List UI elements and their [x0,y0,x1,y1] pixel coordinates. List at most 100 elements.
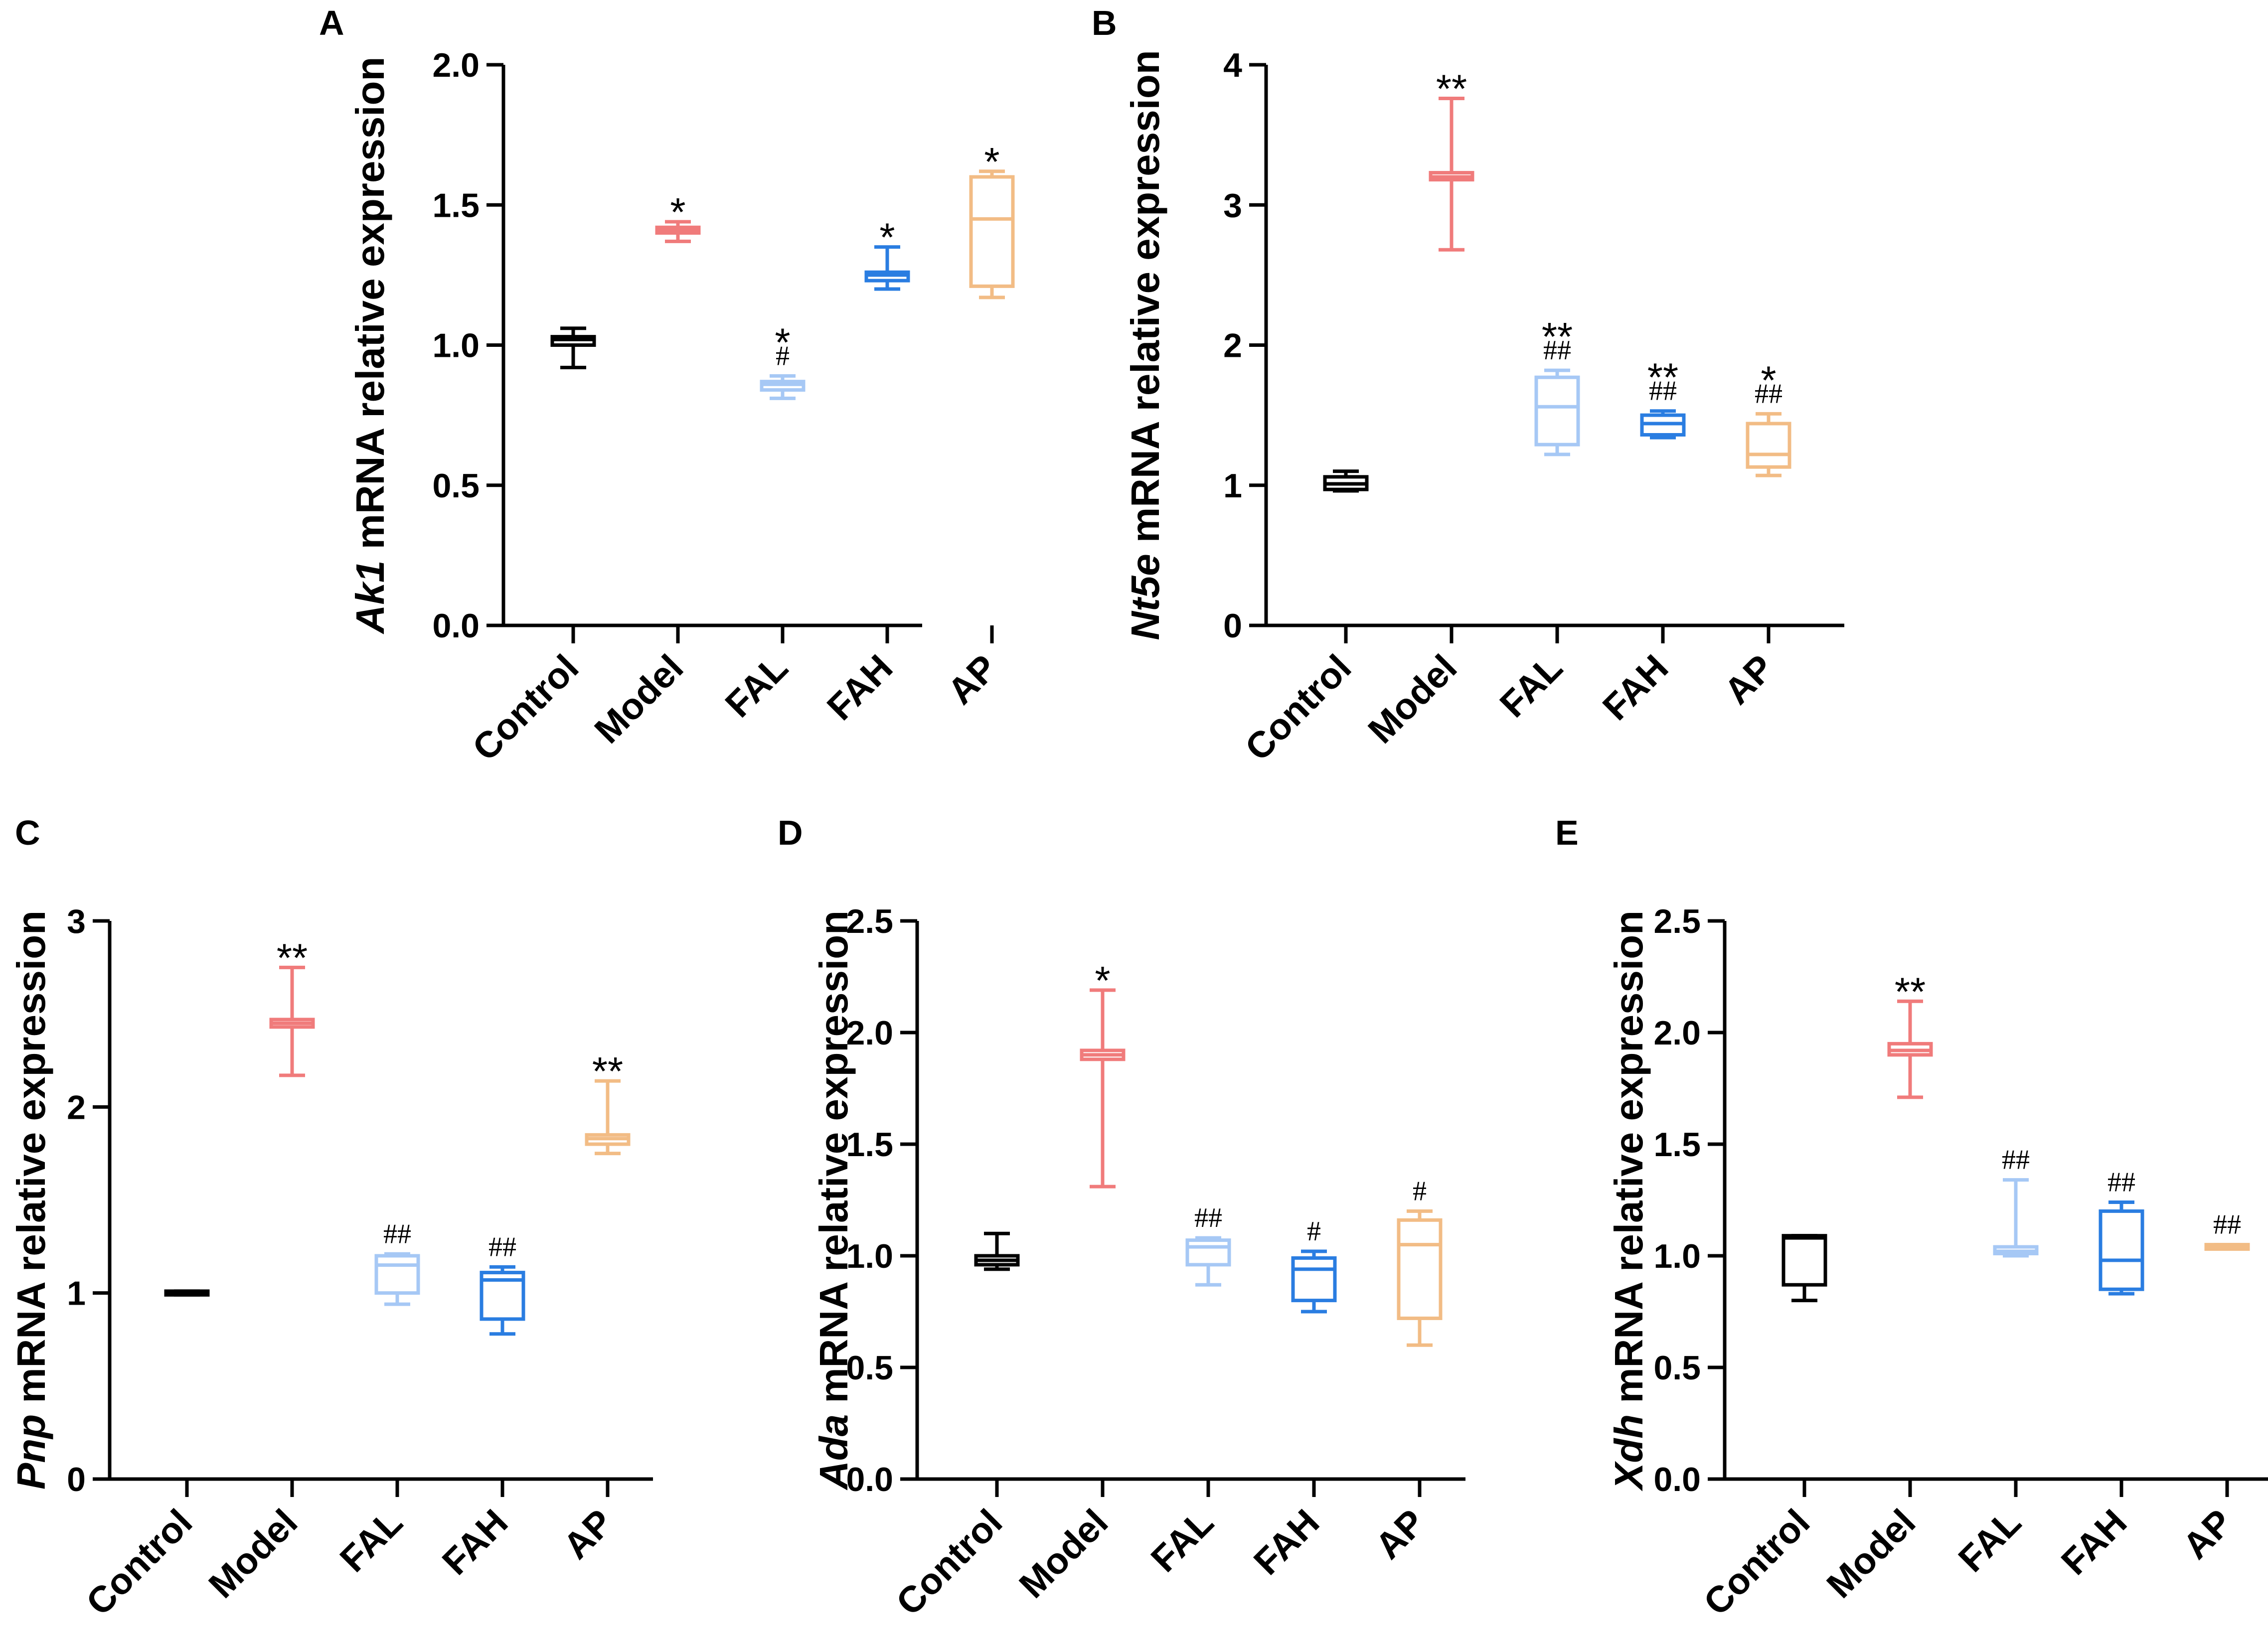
x-tick-label-model: Model [200,1501,305,1606]
box-fah: ## [2099,1167,2144,1296]
box-fah: # [1291,1216,1337,1314]
x-tick-label-fal: FAL [717,647,796,726]
y-axis-label-rest: mRNA relative expression [9,910,53,1414]
box-fal: ##** [1534,314,1580,456]
sig-hash: ## [2213,1209,2241,1240]
x-tick-label-model: Model [586,647,691,751]
panel-letter: C [15,813,40,852]
x-tick-label-ap: AP [940,647,1005,712]
x-tick-label-fah: FAH [434,1501,515,1583]
sig-star: ** [277,935,308,980]
panel-letter: B [1092,3,1117,42]
x-tick-label-control: Control [465,647,587,769]
box-iqr [1746,422,1791,469]
x-tick-label-fah: FAH [819,647,900,728]
box-iqr [374,1254,420,1295]
y-tick-label: 1.5 [432,186,480,224]
box-iqr [1291,1256,1337,1303]
sig-hash: # [1413,1176,1427,1206]
sig-hash: ## [383,1218,411,1249]
y-tick-label: 0.0 [1653,1461,1701,1498]
box-iqr [969,175,1015,288]
box-ap: * [969,140,1015,299]
sig-star: * [1095,958,1110,1003]
box-ap: # [1397,1176,1443,1347]
y-tick-label: 1 [67,1275,86,1313]
x-tick-label-fal: FAL [1492,647,1571,726]
box-model: * [655,190,701,243]
box-fah: * [864,215,910,291]
x-tick-label-fah: FAH [1595,647,1676,728]
sig-hash: # [1307,1216,1321,1247]
y-tick-label: 1.0 [432,327,480,365]
box-ap: ** [585,1049,631,1156]
sig-star: ** [1895,969,1926,1014]
sig-star: * [670,190,685,234]
box-fal: ## [1993,1145,2039,1258]
sig-hash: ## [2107,1167,2135,1197]
y-axis-label-rest: mRNA relative expression [811,910,856,1414]
y-axis-label: Ada mRNA relative expression [811,910,856,1491]
box-model: ** [1887,969,1933,1099]
box-model: * [1080,958,1126,1189]
y-tick-label: 3 [67,902,86,940]
panel-B: B 0 1 2 3 4 Nt5e mRNA relative expression Contr… [1092,3,1844,768]
x-tick-label-model: Model [1818,1501,1923,1606]
y-tick-label: 0.0 [432,607,480,645]
x-tick-label-control: Control [78,1501,200,1624]
x-tick-label-fah: FAH [2053,1501,2134,1583]
y-tick-label: 0.5 [432,467,480,505]
y-tick-label: 2 [1223,327,1242,365]
x-tick-label-ap: AP [1716,647,1782,712]
box-iqr [1782,1234,1827,1287]
box-fah: ## [480,1231,525,1336]
panel-letter: D [778,813,803,852]
box-fal: ## [374,1218,420,1306]
y-tick-label: 1.0 [1653,1237,1701,1275]
y-axis-gene: Ada [811,1414,856,1491]
box-iqr [1534,375,1580,447]
y-tick-label: 0.5 [846,1349,893,1387]
y-tick-label: 2.0 [432,46,480,84]
sig-hash: ## [1194,1202,1222,1233]
sig-hash: ## [1755,378,1782,409]
sig-star: * [984,140,999,184]
panel-letter: A [319,3,344,42]
box-model: ** [1429,67,1474,252]
sig-star: * [879,215,895,260]
sig-hash: ## [2002,1145,2030,1176]
x-tick-label-ap: AP [1367,1501,1433,1567]
panel-A: A 0.0 0.5 1.0 1.5 2.0 Ak1 mRNA relative expres… [319,3,1015,769]
sig-star: ** [1542,314,1573,359]
y-axis-label: Xdh mRNA relative expression [1607,910,1651,1492]
sig-hash: ## [1649,376,1677,407]
y-axis-gene: Ak1 [348,561,392,635]
y-axis-gene: Nt5e [1123,554,1167,640]
y-tick-label: 1.0 [846,1237,893,1275]
y-tick-label: 1 [1223,467,1242,505]
box-ap: ## [2204,1209,2250,1251]
x-tick-label-model: Model [1360,647,1464,751]
box-ap: ##* [1746,358,1791,477]
box-control [1782,1234,1827,1303]
y-axis-label: Nt5e mRNA relative expression [1123,50,1167,640]
x-tick-label-fal: FAL [332,1501,411,1580]
y-axis-label-rest: mRNA relative expression [1607,910,1651,1414]
y-tick-label: 2.5 [846,902,893,940]
y-tick-label: 2 [67,1088,86,1126]
y-tick-label: 0 [1223,607,1242,645]
x-tick-label-ap: AP [555,1501,621,1567]
box-fah: ##** [1640,355,1686,440]
x-tick-label-control: Control [1237,647,1359,769]
sig-star: * [775,320,790,364]
box-control [1323,469,1369,493]
y-tick-label: 4 [1223,46,1242,84]
box-iqr [1397,1218,1443,1320]
box-iqr [2099,1209,2144,1291]
y-axis-gene: Xdh [1607,1414,1651,1492]
x-tick-label-ap: AP [2175,1501,2240,1567]
y-tick-label: 2.0 [846,1014,893,1052]
